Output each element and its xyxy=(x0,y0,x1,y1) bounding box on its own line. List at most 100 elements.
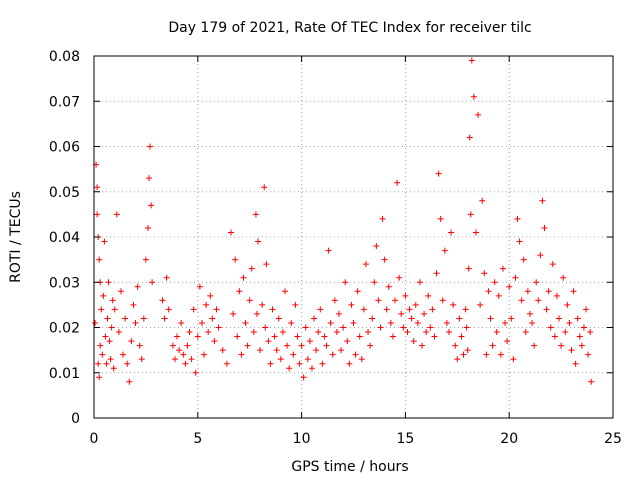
data-point xyxy=(100,292,107,299)
x-axis-label: GPS time / hours xyxy=(291,459,408,475)
data-point xyxy=(460,351,467,358)
data-point xyxy=(259,301,266,308)
data-point xyxy=(485,288,492,295)
data-point xyxy=(290,351,297,358)
data-point xyxy=(149,279,156,286)
data-point xyxy=(120,351,127,358)
data-point xyxy=(585,351,592,358)
data-point xyxy=(286,365,293,372)
data-point xyxy=(250,329,257,336)
data-point xyxy=(203,301,210,308)
data-point xyxy=(321,333,328,340)
data-point xyxy=(248,265,255,272)
data-point xyxy=(437,215,444,222)
axis-ticks: 0 5 10 15 20 25 0 0.01 0.02 0.03 0.04 0.05 0.06 0.07 0… xyxy=(49,49,622,447)
data-point xyxy=(176,347,183,354)
x-tick-label: 25 xyxy=(604,431,622,447)
data-point xyxy=(502,319,509,326)
data-point xyxy=(524,288,531,295)
data-point xyxy=(358,356,365,363)
data-point xyxy=(213,306,220,313)
data-point xyxy=(506,283,513,290)
data-point xyxy=(211,338,218,345)
data-point xyxy=(180,351,187,358)
data-point xyxy=(253,310,260,317)
data-point xyxy=(263,261,270,268)
data-point xyxy=(549,261,556,268)
data-point xyxy=(140,315,147,322)
data-point xyxy=(535,297,542,304)
data-point xyxy=(311,315,318,322)
x-tick-label: 20 xyxy=(500,431,518,447)
data-point xyxy=(96,256,103,263)
data-point xyxy=(572,360,579,367)
data-point xyxy=(95,360,102,367)
data-point xyxy=(281,288,288,295)
data-point xyxy=(94,184,101,191)
data-point xyxy=(267,360,274,367)
data-point xyxy=(537,252,544,259)
data-point xyxy=(313,347,320,354)
data-point xyxy=(277,356,284,363)
data-point xyxy=(468,57,475,64)
data-point xyxy=(558,342,565,349)
data-point xyxy=(499,265,506,272)
data-point xyxy=(587,329,594,336)
data-point xyxy=(545,288,552,295)
data-point xyxy=(190,306,197,313)
data-point xyxy=(201,351,208,358)
data-point xyxy=(169,342,176,349)
data-point xyxy=(508,315,515,322)
data-point xyxy=(529,319,536,326)
data-point xyxy=(495,292,502,299)
data-point xyxy=(323,342,330,349)
grid xyxy=(94,56,613,418)
data-point xyxy=(439,297,446,304)
data-point xyxy=(394,179,401,186)
data-point xyxy=(171,356,178,363)
data-point xyxy=(344,338,351,345)
data-point xyxy=(97,342,104,349)
data-point xyxy=(238,351,245,358)
data-point xyxy=(207,292,214,299)
data-point xyxy=(578,342,585,349)
data-point xyxy=(329,351,336,358)
data-point xyxy=(346,360,353,367)
data-point xyxy=(574,315,581,322)
data-point xyxy=(526,310,533,317)
data-point xyxy=(296,360,303,367)
data-point xyxy=(147,143,154,150)
data-point xyxy=(392,297,399,304)
data-point xyxy=(404,329,411,336)
data-point xyxy=(182,360,189,367)
data-point xyxy=(375,297,382,304)
data-point xyxy=(292,301,299,308)
data-point xyxy=(406,306,413,313)
data-point xyxy=(109,297,116,304)
data-point xyxy=(261,184,268,191)
data-point xyxy=(134,283,141,290)
data-point xyxy=(236,288,243,295)
data-point xyxy=(325,247,332,254)
data-point xyxy=(246,297,253,304)
data-point xyxy=(464,347,471,354)
x-tick-label: 10 xyxy=(293,431,311,447)
data-point xyxy=(425,292,432,299)
data-point xyxy=(294,333,301,340)
data-point xyxy=(462,306,469,313)
data-point xyxy=(448,229,455,236)
data-point xyxy=(510,356,517,363)
data-point xyxy=(377,324,384,331)
data-point xyxy=(262,324,269,331)
data-point xyxy=(302,324,309,331)
data-point xyxy=(433,270,440,277)
data-point xyxy=(431,333,438,340)
data-point xyxy=(531,342,538,349)
data-point xyxy=(562,329,569,336)
data-point xyxy=(327,319,334,326)
data-point xyxy=(362,261,369,268)
data-point xyxy=(352,351,359,358)
x-tick-label: 0 xyxy=(90,431,99,447)
data-point xyxy=(188,356,195,363)
y-tick-label: 0 xyxy=(71,411,80,427)
